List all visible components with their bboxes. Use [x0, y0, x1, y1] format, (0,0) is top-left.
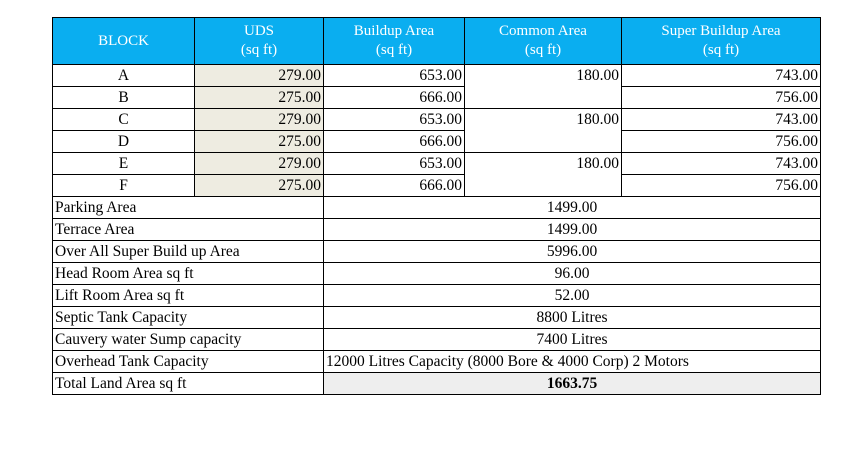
block-row-b: B 275.00 666.00 756.00 — [52, 86, 821, 109]
summary-label: Cauvery water Sump capacity — [52, 328, 324, 351]
summary-row-total-land: Total Land Area sq ft 1663.75 — [52, 372, 821, 395]
block-row-d: D 275.00 666.00 756.00 — [52, 130, 821, 153]
block-name: A — [52, 64, 195, 87]
uds-value: 275.00 — [194, 130, 324, 153]
header-uds-title: UDS — [243, 23, 274, 39]
header-common-title: Common Area — [499, 23, 587, 39]
buildup-value: 653.00 — [323, 108, 465, 131]
summary-row-lift-room: Lift Room Area sq ft 52.00 — [52, 284, 821, 307]
header-buildup: Buildup Area (sq ft) — [323, 17, 465, 65]
buildup-value: 653.00 — [323, 152, 465, 175]
summary-label: Head Room Area sq ft — [52, 262, 324, 285]
summary-label: Parking Area — [52, 196, 324, 219]
header-row: BLOCK UDS (sq ft) Buildup Area (sq ft) C… — [52, 17, 821, 65]
header-common: Common Area (sq ft) — [464, 17, 622, 65]
summary-value: 52.00 — [323, 284, 821, 307]
summary-row-septic: Septic Tank Capacity 8800 Litres — [52, 306, 821, 329]
block-row-c: C 279.00 653.00 180.00 743.00 — [52, 108, 821, 153]
header-super-title: Super Buildup Area — [661, 23, 781, 39]
summary-label: Over All Super Build up Area — [52, 240, 324, 263]
summary-value: 1499.00 — [323, 196, 821, 219]
summary-row-head-room: Head Room Area sq ft 96.00 — [52, 262, 821, 285]
common-value: 180.00 — [464, 64, 622, 109]
block-row-a: A 279.00 653.00 180.00 743.00 — [52, 64, 821, 109]
uds-value: 275.00 — [194, 174, 324, 197]
buildup-value: 666.00 — [323, 86, 465, 109]
uds-value: 275.00 — [194, 86, 324, 109]
summary-value: 1499.00 — [323, 218, 821, 241]
summary-label: Overhead Tank Capacity — [52, 350, 324, 373]
summary-row-terrace: Terrace Area 1499.00 — [52, 218, 821, 241]
buildup-value: 653.00 — [323, 64, 465, 87]
summary-label: Terrace Area — [52, 218, 324, 241]
uds-value: 279.00 — [194, 108, 324, 131]
summary-label: Total Land Area sq ft — [52, 372, 324, 395]
super-value: 756.00 — [621, 174, 821, 197]
common-value: 180.00 — [464, 108, 622, 153]
summary-value: 5996.00 — [323, 240, 821, 263]
super-value: 756.00 — [621, 86, 821, 109]
area-statement-table: BLOCK UDS (sq ft) Buildup Area (sq ft) C… — [52, 17, 821, 395]
summary-row-sump: Cauvery water Sump capacity 7400 Litres — [52, 328, 821, 351]
block-row-e: E 279.00 653.00 180.00 743.00 — [52, 152, 821, 197]
summary-value: 96.00 — [323, 262, 821, 285]
super-value: 743.00 — [621, 64, 821, 87]
common-value: 180.00 — [464, 152, 622, 197]
summary-value: 7400 Litres — [323, 328, 821, 351]
summary-row-overall-super: Over All Super Build up Area 5996.00 — [52, 240, 821, 263]
buildup-value: 666.00 — [323, 130, 465, 153]
block-name: D — [52, 130, 195, 153]
header-uds: UDS (sq ft) — [194, 17, 324, 65]
summary-value: 12000 Litres Capacity (8000 Bore & 4000 … — [323, 350, 821, 373]
block-row-f: F 275.00 666.00 756.00 — [52, 174, 821, 197]
super-value: 743.00 — [621, 152, 821, 175]
uds-value: 279.00 — [194, 152, 324, 175]
super-value: 743.00 — [621, 108, 821, 131]
uds-value: 279.00 — [194, 64, 324, 87]
super-value: 756.00 — [621, 130, 821, 153]
summary-row-overhead-tank: Overhead Tank Capacity 12000 Litres Capa… — [52, 350, 821, 373]
header-common-unit: (sq ft) — [524, 42, 562, 58]
summary-label: Lift Room Area sq ft — [52, 284, 324, 307]
header-block: BLOCK — [52, 17, 195, 65]
block-name: C — [52, 108, 195, 131]
summary-value: 8800 Litres — [323, 306, 821, 329]
total-land-value: 1663.75 — [323, 372, 821, 395]
header-buildup-unit: (sq ft) — [375, 42, 413, 58]
block-name: E — [52, 152, 195, 175]
summary-row-parking: Parking Area 1499.00 — [52, 196, 821, 219]
block-name: B — [52, 86, 195, 109]
header-buildup-title: Buildup Area — [353, 23, 435, 39]
header-super-unit: (sq ft) — [702, 42, 740, 58]
header-super: Super Buildup Area (sq ft) — [621, 17, 821, 65]
block-name: F — [52, 174, 195, 197]
header-uds-unit: (sq ft) — [240, 42, 278, 58]
summary-label: Septic Tank Capacity — [52, 306, 324, 329]
buildup-value: 666.00 — [323, 174, 465, 197]
